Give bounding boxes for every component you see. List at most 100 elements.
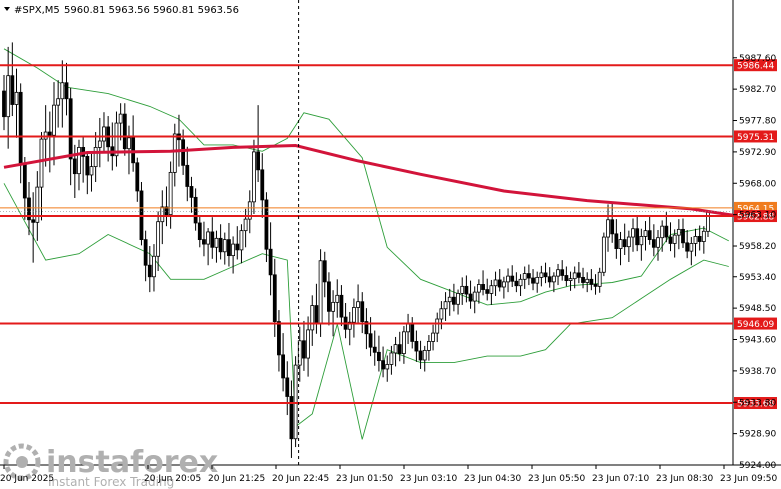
candle: [539, 265, 544, 287]
candle: [701, 226, 706, 254]
candle: [672, 229, 677, 258]
candle-body: [189, 186, 194, 198]
candle-body: [231, 243, 236, 257]
price-level-label: 5946.09: [737, 320, 774, 330]
candle: [31, 192, 36, 263]
candle: [56, 80, 61, 128]
candle: [568, 271, 573, 291]
x-tick-label: 20 Jun 2025: [0, 474, 54, 484]
candle-body: [493, 279, 498, 287]
candle: [610, 203, 615, 243]
candle-body: [581, 276, 585, 283]
candle: [185, 146, 190, 202]
candle: [143, 230, 148, 282]
candle-body: [414, 341, 419, 352]
candle: [97, 117, 102, 168]
candle: [518, 274, 523, 296]
price-level: 5962.88: [0, 210, 777, 223]
candle: [564, 266, 569, 287]
x-tick-label: 23 Jun 09:50: [720, 474, 777, 484]
candle: [302, 320, 306, 371]
candle: [439, 301, 444, 330]
price-axis-ticks: 5987.60 5982.70 5977.80 5972.90 5968.00 5963.…: [733, 54, 776, 471]
candle-body: [476, 284, 481, 293]
candle-body: [102, 126, 106, 142]
candle: [89, 153, 94, 192]
candle-body: [389, 352, 394, 365]
candle: [547, 267, 552, 288]
candle-body: [522, 273, 527, 280]
candle-body: [426, 341, 431, 351]
candle-body: [460, 285, 465, 294]
candle-body: [547, 276, 552, 283]
candle: [493, 271, 498, 296]
candle-body: [631, 228, 635, 238]
candle: [139, 181, 144, 246]
y-tick: 5938.70: [733, 367, 776, 377]
candle: [426, 335, 431, 361]
x-tick-label: 20 Jun 20:05: [144, 474, 201, 484]
candle: [202, 221, 206, 257]
candle: [152, 244, 156, 292]
candle-body: [2, 90, 6, 118]
candle: [381, 346, 385, 378]
candle-body: [118, 113, 123, 124]
price-level-label: 5962.88: [737, 213, 774, 223]
candle: [497, 269, 502, 292]
candle-body: [239, 230, 244, 251]
candle-body: [377, 351, 381, 362]
candle-body: [422, 349, 427, 361]
candle: [601, 232, 606, 277]
candle-body: [302, 340, 306, 359]
candle: [102, 112, 106, 152]
candle: [443, 292, 448, 321]
y-tick: 5958.20: [733, 242, 776, 252]
candle: [560, 260, 565, 281]
candle-body: [660, 225, 665, 239]
candle-body: [252, 151, 256, 203]
candle-body: [122, 113, 127, 150]
candle: [585, 272, 590, 293]
candle-body: [364, 321, 369, 335]
candle: [131, 115, 136, 172]
price-level-label: 5986.44: [737, 62, 774, 72]
candle: [235, 226, 240, 260]
candle-body: [406, 323, 410, 333]
candle-body: [439, 308, 444, 320]
watermark: instaforex Instant Forex Trading: [3, 443, 218, 489]
y-tick-label: 5987.60: [739, 54, 776, 64]
candle: [456, 289, 460, 315]
candle-body: [152, 255, 156, 278]
candle: [2, 75, 6, 131]
candle: [572, 266, 577, 289]
candle-body: [560, 269, 565, 276]
x-tick: 20 Jun 22:45: [272, 465, 329, 484]
candles: [2, 42, 710, 458]
candle-body: [368, 333, 373, 348]
y-tick-label: 5968.00: [739, 179, 776, 189]
candle: [156, 211, 161, 271]
moving-average: [3, 143, 738, 218]
candle: [668, 222, 673, 252]
candle-body: [468, 293, 473, 302]
candle-body: [614, 233, 619, 249]
y-tick-label: 5938.70: [739, 367, 776, 377]
candle-body: [606, 219, 610, 238]
candle-body: [485, 289, 490, 294]
price-level-badge: [734, 210, 777, 223]
candle-body: [356, 301, 360, 308]
y-tick-label: 5963.10: [739, 211, 776, 221]
candle-body: [531, 277, 535, 284]
x-tick: 20 Jun 21:25: [208, 465, 265, 484]
candle-body: [447, 296, 452, 303]
candle-body: [626, 236, 631, 248]
candle: [122, 103, 127, 156]
candle: [639, 228, 644, 261]
candle: [64, 62, 69, 116]
candle: [597, 267, 602, 293]
candle: [285, 361, 290, 416]
candle: [622, 223, 627, 255]
candle: [393, 336, 398, 367]
moving-average-line: [3, 143, 738, 218]
x-tick-label: 20 Jun 22:45: [272, 474, 329, 484]
